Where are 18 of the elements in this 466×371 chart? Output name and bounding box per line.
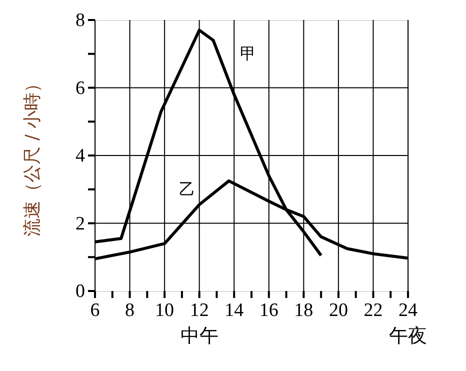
x-tick-label: 16	[259, 300, 278, 321]
y-tick-label: 6	[76, 78, 85, 99]
y-tick-label: 4	[76, 146, 86, 166]
x-tick-label: 6	[90, 300, 100, 321]
y-tick-label: 0	[76, 281, 85, 302]
y-axis-title: 流速（公尺 / 小時）	[22, 74, 43, 236]
x-tick-label: 20	[328, 300, 348, 321]
x-tick-label: 18	[294, 300, 314, 321]
y-tick-label: 8	[76, 10, 85, 31]
x-tick-label: 10	[155, 300, 174, 321]
x-tick-label: 8	[125, 300, 135, 321]
x-tick-label: 24 午夜	[389, 300, 427, 347]
x-tick-label: 22	[364, 300, 383, 321]
y-tick-label: 2	[76, 213, 85, 234]
series-label: 乙	[179, 179, 196, 198]
x-tick-label: 12 中午	[180, 300, 218, 347]
x-tick-label: 14	[224, 300, 244, 321]
series-label: 甲	[240, 44, 256, 63]
